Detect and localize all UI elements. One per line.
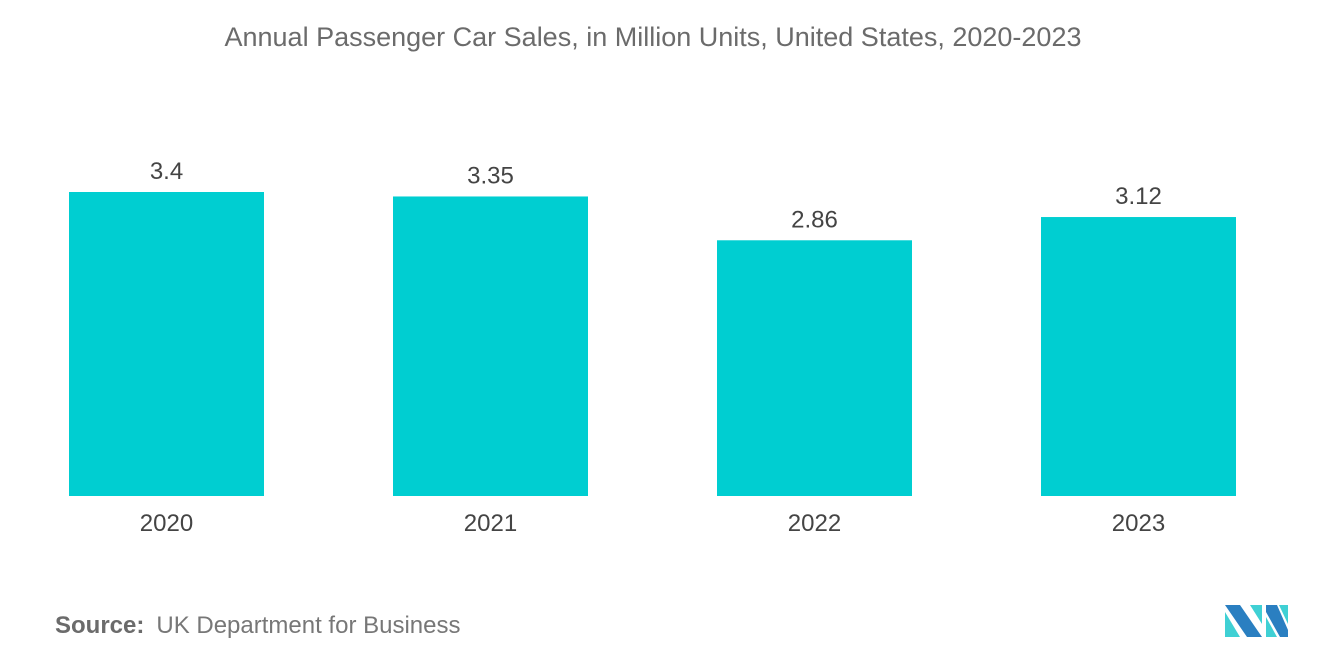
- bar-2020: [69, 192, 264, 496]
- data-label-2021: 3.35: [467, 162, 514, 189]
- logo-shape-5: [1266, 617, 1277, 637]
- source-text: UK Department for Business: [156, 612, 461, 639]
- chart-title: Annual Passenger Car Sales, in Million U…: [224, 22, 1082, 52]
- source-label: Source:: [55, 612, 145, 639]
- logo-shape-3: [1250, 605, 1262, 624]
- data-label-2020: 3.4: [150, 158, 183, 185]
- bar-2023: [1041, 217, 1236, 497]
- source-note: Source: UK Department for Business: [55, 612, 460, 640]
- bar-chart: 3.4 2020 3.35 2021 2.86 2022 3.12 2023: [69, 158, 1236, 537]
- logo-shape-6: [1279, 605, 1288, 624]
- bar-2022: [717, 240, 912, 496]
- data-label-2022: 2.86: [791, 206, 838, 233]
- x-tick-label-2021: 2021: [464, 510, 517, 537]
- logo-shape-2: [1225, 612, 1240, 637]
- x-tick-label-2022: 2022: [788, 510, 841, 537]
- bar-2021: [393, 196, 588, 496]
- x-tick-label-2020: 2020: [140, 510, 193, 537]
- data-label-2023: 3.12: [1115, 183, 1162, 210]
- logo-shape-1: [1225, 605, 1262, 637]
- logo-shape-4: [1266, 605, 1288, 637]
- x-tick-label-2023: 2023: [1112, 510, 1165, 537]
